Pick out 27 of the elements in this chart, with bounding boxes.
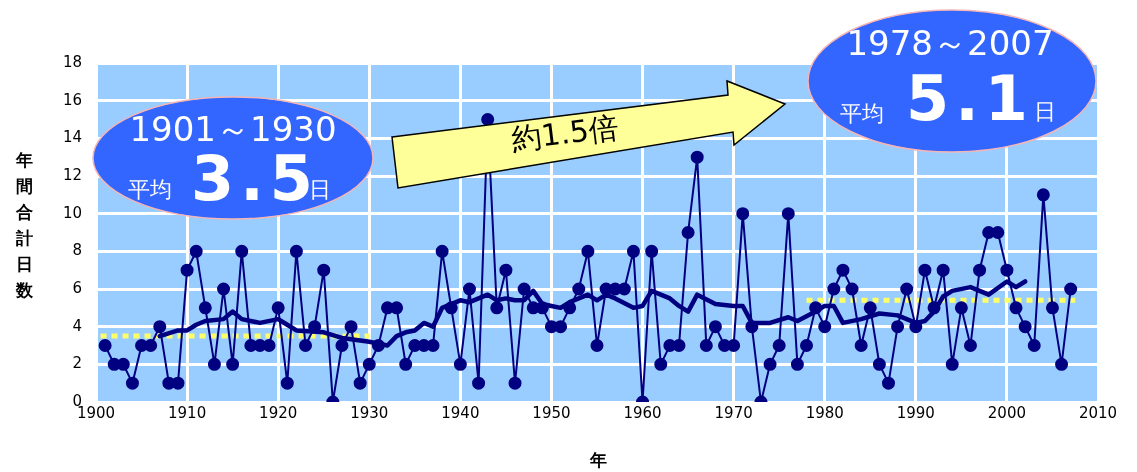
x-tick-label: 1960 xyxy=(623,403,662,422)
y-tick-label: 2 xyxy=(72,354,82,373)
y-tick-label: 18 xyxy=(62,52,82,71)
annotation: 日 xyxy=(1034,98,1056,126)
y-tick-label: 10 xyxy=(62,203,82,222)
y-tick-label: 6 xyxy=(72,278,82,297)
y-tick-label: 12 xyxy=(62,165,82,184)
annotation: 1901～1930 xyxy=(129,108,337,151)
annotation: 平均 xyxy=(840,100,884,128)
x-tick-label: 1990 xyxy=(896,403,935,422)
x-tick-label: 1940 xyxy=(441,403,480,422)
y-tick-label: 8 xyxy=(72,241,82,260)
x-tick-label: 2000 xyxy=(987,403,1026,422)
x-tick-label: 1950 xyxy=(532,403,571,422)
y-tick-label: 16 xyxy=(62,90,82,109)
x-tick-label: 1980 xyxy=(805,403,844,422)
y-axis-title: 年間合計日数 xyxy=(14,149,34,302)
y-tick-label: 14 xyxy=(62,128,82,147)
x-tick-label: 1920 xyxy=(259,403,298,422)
x-tick-label: 1910 xyxy=(168,403,207,422)
annotation: 平均 xyxy=(128,176,172,204)
x-tick-label: 2010 xyxy=(1078,403,1118,422)
x-tick-label: 1970 xyxy=(714,403,753,422)
x-tick-label: 1930 xyxy=(350,403,389,422)
x-axis-title: 年 xyxy=(589,448,607,472)
annotation: 約1.5倍 xyxy=(509,108,621,159)
y-tick-label: 4 xyxy=(72,316,82,335)
